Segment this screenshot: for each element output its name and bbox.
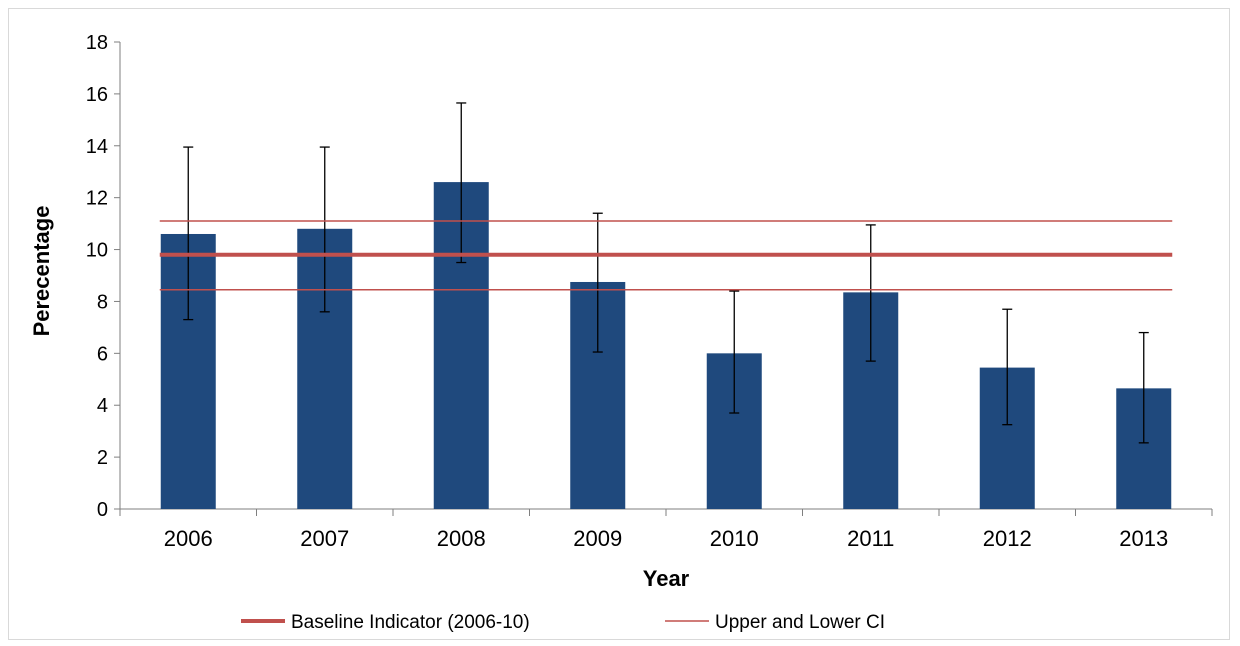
bars <box>160 182 1172 510</box>
chart-frame: 0 2 4 6 8 10 12 14 16 18 2006 2007 2008 2009 2010 2011 2… <box>8 8 1230 640</box>
x-axis-title: Year <box>643 566 690 591</box>
x-tick-label: 2013 <box>1119 526 1168 551</box>
y-tick-label: 12 <box>86 188 108 210</box>
x-tick-label: 2011 <box>847 526 894 551</box>
legend-label-ci: Upper and Lower CI <box>715 612 885 633</box>
reference-lines <box>159 220 1173 291</box>
y-tick-label: 8 <box>97 291 108 313</box>
y-tick-label: 10 <box>86 240 108 262</box>
x-tick-label: 2006 <box>164 526 213 551</box>
x-tick-label: 2012 <box>983 526 1032 551</box>
legend: Baseline Indicator (2006-10) Upper and L… <box>241 612 885 633</box>
y-tick-label: 18 <box>86 32 108 54</box>
axes <box>114 41 1213 516</box>
x-tick-label: 2009 <box>573 526 622 551</box>
y-tick-label: 4 <box>97 395 108 417</box>
tick-labels: 0 2 4 6 8 10 12 14 16 18 2006 2007 2008 2009 2010 2011 2… <box>86 32 1168 551</box>
y-tick-label: 16 <box>86 84 108 106</box>
y-tick-label: 2 <box>97 447 108 469</box>
y-tick-label: 14 <box>86 136 108 158</box>
x-tick-label: 2007 <box>300 526 349 551</box>
error-bars <box>183 102 1149 444</box>
y-tick-label: 0 <box>97 499 108 521</box>
legend-label-baseline: Baseline Indicator (2006-10) <box>291 612 530 633</box>
y-tick-label: 6 <box>97 343 108 365</box>
x-tick-label: 2010 <box>710 526 759 551</box>
x-tick-label: 2008 <box>437 526 486 551</box>
y-axis-title: Perecentage <box>29 206 54 337</box>
bar-chart: 0 2 4 6 8 10 12 14 16 18 2006 2007 2008 2009 2010 2011 2… <box>29 32 1213 633</box>
